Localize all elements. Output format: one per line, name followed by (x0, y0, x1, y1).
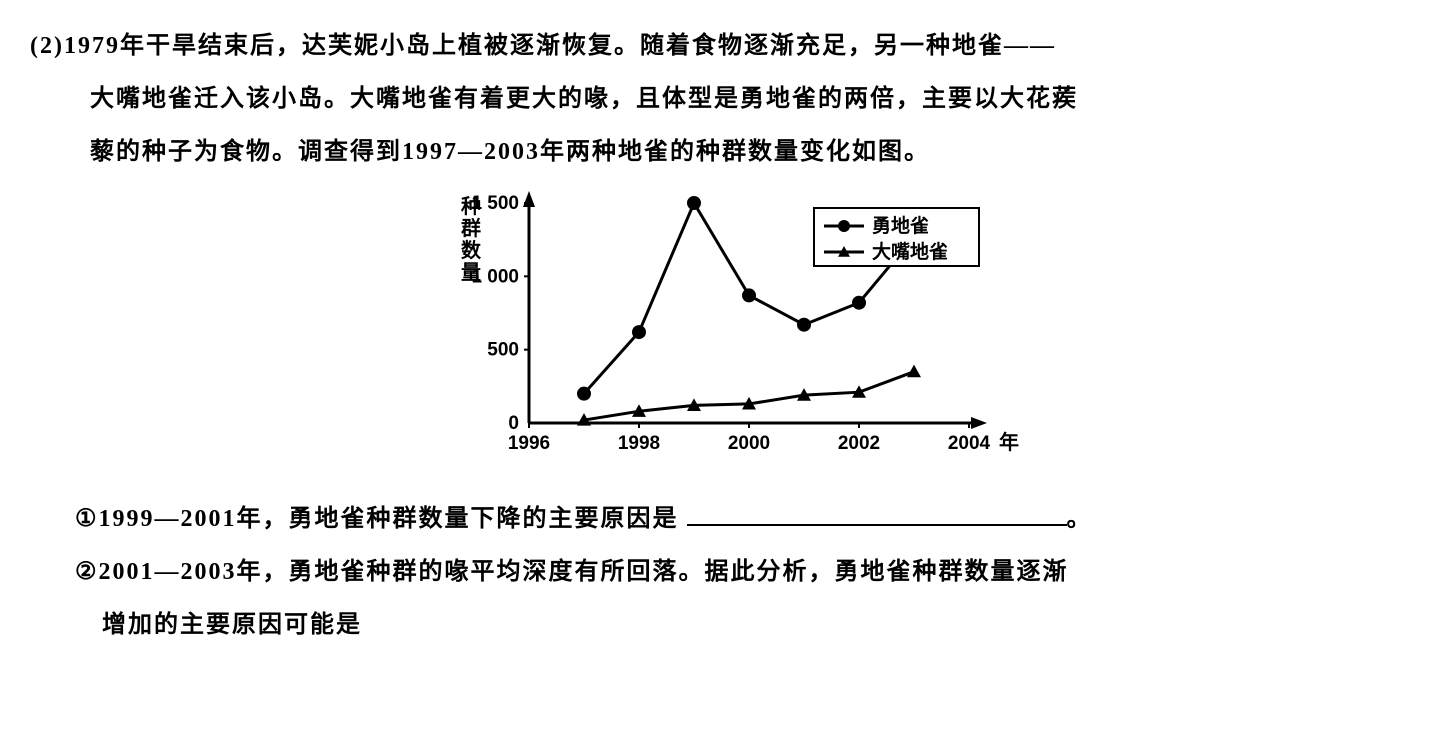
sub2-line2: 增加的主要原因可能是 (102, 612, 362, 638)
question-line-3: 藜的种子为食物。调查得到1997—2003年两种地雀的种群数量变化如图。 (30, 126, 1407, 179)
question-line-2: 大嘴地雀迁入该小岛。大嘴地雀有着更大的喙，且体型是勇地雀的两倍，主要以大花蒺 (30, 73, 1407, 126)
sub1-blank (687, 522, 1067, 526)
question-line-1: (2)1979年干旱结束后，达芙妮小岛上植被逐渐恢复。随着食物逐渐充足，另一种地… (30, 20, 1407, 73)
svg-text:500: 500 (487, 340, 519, 361)
svg-text:勇地雀: 勇地雀 (872, 214, 929, 237)
svg-text:群: 群 (460, 216, 481, 240)
sub1-marker: ① (75, 505, 99, 532)
svg-text:2004: 2004 (947, 433, 990, 454)
svg-text:1996: 1996 (507, 433, 549, 454)
svg-text:2002: 2002 (837, 433, 879, 454)
sub-question-2-line1: ②2001—2003年，勇地雀种群的喙平均深度有所回落。据此分析，勇地雀种群数量… (30, 546, 1407, 599)
svg-text:数: 数 (461, 238, 482, 262)
population-chart: 05001 0001 50019961998200020022004种群数量年勇… (419, 188, 1019, 478)
sub2-line1: 2001—2003年，勇地雀种群的喙平均深度有所回落。据此分析，勇地雀种群数量逐… (99, 559, 1069, 585)
sub1-end: 。 (1067, 506, 1093, 532)
svg-text:年: 年 (999, 430, 1019, 454)
sub2-marker: ② (75, 558, 99, 585)
svg-text:种: 种 (460, 195, 481, 218)
sub-question-2-line2: 增加的主要原因可能是 (30, 599, 1407, 652)
svg-text:量: 量 (461, 261, 481, 284)
svg-text:0: 0 (508, 413, 519, 434)
svg-text:1998: 1998 (617, 433, 659, 454)
chart-svg: 05001 0001 50019961998200020022004种群数量年勇… (419, 188, 1019, 478)
svg-text:2000: 2000 (727, 433, 769, 454)
svg-text:大嘴地雀: 大嘴地雀 (872, 240, 948, 263)
sub1-text: 1999—2001年，勇地雀种群数量下降的主要原因是 (99, 506, 679, 532)
sub-question-1: ①1999—2001年，勇地雀种群数量下降的主要原因是 。 (30, 493, 1407, 546)
